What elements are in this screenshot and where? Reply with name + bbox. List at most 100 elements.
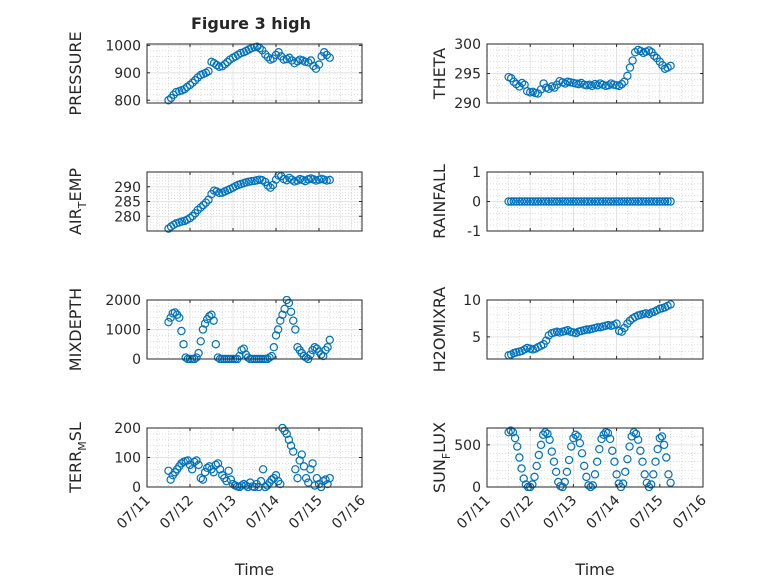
data-point — [571, 430, 580, 439]
data-series — [504, 45, 675, 98]
data-point — [506, 426, 515, 435]
data-point — [566, 78, 575, 87]
data-point — [256, 476, 266, 486]
x-tick-label: 07/16 — [329, 492, 369, 532]
data-point — [274, 48, 283, 57]
data-point — [657, 432, 667, 441]
data-point — [247, 176, 256, 186]
data-point — [662, 453, 671, 462]
data-point — [551, 467, 561, 477]
y-tick-label: 1000 — [105, 38, 141, 54]
data-point — [175, 313, 184, 322]
data-point — [506, 197, 516, 206]
data-point — [284, 298, 294, 308]
data-point — [605, 434, 615, 444]
data-point — [218, 62, 227, 71]
data-point — [517, 197, 527, 206]
data-point — [289, 316, 298, 325]
y-axis-label-suffix: SL — [66, 422, 85, 441]
data-point — [550, 197, 559, 206]
data-point — [621, 467, 630, 477]
x-tick-label: 07/11 — [114, 493, 154, 533]
data-point — [521, 480, 531, 489]
data-point — [577, 449, 587, 458]
y-axis-label-suffix: LUX — [430, 422, 449, 453]
x-tick-label: 07/15 — [286, 493, 326, 533]
y-tick-label: 800 — [114, 93, 141, 109]
data-point — [271, 471, 281, 480]
data-point — [649, 470, 658, 479]
data-point — [606, 197, 616, 206]
data-point — [213, 459, 223, 468]
data-point — [226, 475, 236, 484]
data-point — [628, 197, 637, 206]
y-tick-label: 290 — [114, 180, 141, 196]
data-point — [520, 197, 529, 206]
data-point — [224, 466, 233, 475]
data-series — [164, 171, 334, 233]
data-point — [314, 60, 324, 69]
data-point — [562, 467, 572, 477]
y-axis-label-subscript: M — [76, 441, 89, 451]
data-point — [188, 78, 197, 87]
data-point — [532, 461, 541, 471]
data-point — [582, 197, 591, 206]
y-axis-label-main: AIR — [66, 208, 85, 235]
data-point — [555, 197, 564, 206]
y-axis-label-subscript: F — [440, 453, 453, 459]
data-point — [610, 457, 619, 466]
data-point — [513, 442, 522, 451]
data-point — [200, 319, 210, 328]
data-point — [541, 428, 550, 437]
data-point — [286, 307, 296, 316]
data-series — [504, 300, 675, 360]
y-axis-label: H2OMIXRA — [430, 287, 449, 373]
data-point — [642, 478, 652, 487]
data-point — [536, 440, 546, 450]
data-point — [659, 440, 669, 450]
data-point — [185, 213, 195, 223]
data-point — [211, 460, 220, 470]
data-point — [595, 197, 605, 206]
data-point — [170, 308, 180, 317]
data-point — [241, 481, 251, 490]
data-point — [634, 435, 643, 444]
data-point — [509, 197, 518, 206]
data-point — [276, 479, 285, 489]
data-point — [265, 353, 274, 362]
data-point — [261, 50, 270, 59]
data-point — [590, 470, 600, 479]
data-point — [273, 325, 283, 334]
data-point — [630, 197, 640, 206]
data-point — [566, 197, 575, 206]
data-point — [282, 429, 291, 439]
major-grid — [147, 172, 362, 231]
subplot-4: -1 0 1 RAINFALL — [430, 164, 704, 240]
y-axis-label-main: MIXDEPTH — [66, 288, 85, 371]
data-point — [263, 52, 273, 62]
data-point — [593, 197, 602, 206]
data-point — [187, 465, 197, 474]
data-point — [629, 428, 639, 437]
data-point — [528, 480, 537, 489]
data-point — [649, 51, 659, 61]
data-point — [508, 428, 518, 437]
y-axis-label-main: THETA — [430, 48, 449, 100]
y-axis-label: TERRMSL — [66, 422, 89, 494]
x-tick-label: 07/13 — [200, 493, 240, 533]
data-point — [255, 43, 264, 53]
data-series — [504, 197, 675, 206]
data-point — [571, 197, 581, 206]
data-point — [638, 457, 647, 466]
data-point — [198, 475, 208, 484]
axes-box — [146, 43, 363, 104]
data-point — [545, 435, 554, 444]
data-point — [534, 450, 544, 460]
data-point — [269, 343, 279, 352]
x-tick-label: 07/12 — [497, 493, 537, 533]
data-point — [614, 197, 624, 206]
data-point — [552, 197, 562, 206]
y-tick-label: 0 — [472, 195, 481, 211]
